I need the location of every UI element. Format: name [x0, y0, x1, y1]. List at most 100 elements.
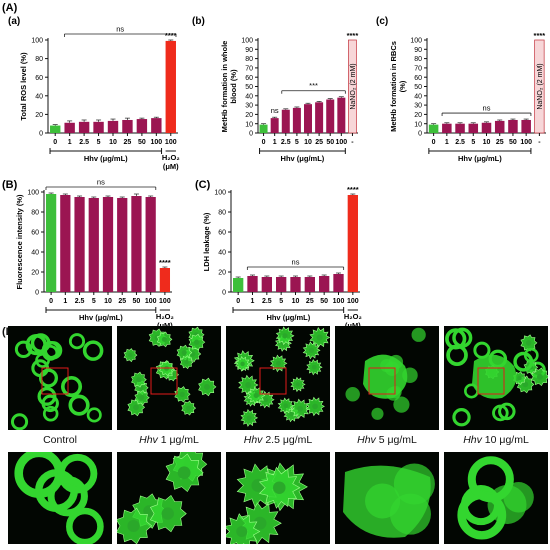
micrograph-caption: Hhv 1 μg/mL [117, 434, 221, 446]
rbc-center [522, 381, 529, 388]
bar-1 [247, 276, 258, 292]
x-tick-label: 25 [315, 139, 323, 146]
significance-stars: **** [165, 31, 177, 40]
micrograph-3 [226, 326, 330, 430]
y-tick-label: 100 [214, 190, 226, 197]
micrograph-4 [335, 326, 439, 430]
bar-100 [145, 197, 156, 292]
y-tick-label: 100 [27, 190, 39, 197]
y-tick-label: 80 [245, 56, 253, 63]
bar-50 [319, 276, 330, 292]
y-tick-label: 100 [410, 38, 422, 45]
y-axis-title-line: MetHb formation in whole [220, 41, 229, 133]
bar-25 [304, 277, 315, 292]
caption-species: Hhv [463, 434, 482, 446]
y-tick-label: 60 [35, 75, 43, 82]
rbc-center [311, 364, 317, 370]
rbc [393, 396, 410, 413]
y-axis-title: MetHb formation in RBCs(%) [389, 41, 407, 132]
rbc [452, 408, 471, 427]
y-tick-label: 0 [39, 131, 43, 138]
y-axis-title-line: MetHb formation in RBCs [389, 41, 398, 132]
rbc-center [316, 334, 323, 341]
micrograph-image [233, 326, 330, 427]
x-tick-label: 100 [150, 139, 162, 146]
bar-10 [290, 277, 301, 292]
y-tick-label: 70 [245, 66, 253, 73]
rbc-center [297, 405, 303, 412]
x-tick-label: 0 [53, 139, 57, 146]
bracket-label: *** [309, 81, 318, 90]
rbc [10, 413, 29, 430]
y-tick-label: 80 [414, 56, 422, 63]
y-tick-label: 100 [241, 38, 253, 45]
y-tick-label: 40 [31, 250, 39, 257]
bar-2.5 [455, 123, 465, 133]
x-tick-label: 100 [520, 139, 532, 146]
bar-100 [333, 274, 344, 292]
bar-100 [521, 119, 531, 133]
bar-50 [326, 99, 335, 133]
bar-2.5 [74, 197, 85, 292]
micrograph-caption: Hhv 2.5 μg/mL [226, 434, 330, 446]
micrograph-zoom-3 [226, 452, 330, 544]
x-tick-label: 50 [326, 139, 334, 146]
rbc-center [517, 375, 522, 381]
group-label: Hhv (μg/mL) [79, 313, 123, 322]
x-tick-label: 1 [63, 298, 67, 305]
rbc-center [282, 333, 288, 339]
rbc [42, 344, 59, 361]
y-tick-label: 10 [414, 121, 422, 128]
rbc-zoom [57, 453, 98, 494]
y-tick-label: 60 [218, 230, 226, 237]
figure-label-A: (A) [2, 2, 18, 14]
y-tick-label: 90 [245, 47, 253, 54]
rbc [68, 394, 90, 416]
positive-control-label: H₂O₂ (μM) [344, 312, 362, 326]
zoom-region-box [41, 367, 69, 395]
rbc-center [308, 347, 315, 353]
panel-label: (a) [8, 16, 20, 27]
rbc [345, 387, 360, 402]
x-tick-label: 5 [97, 139, 101, 146]
x-tick-label: 5 [279, 298, 283, 305]
bar-25 [494, 120, 505, 133]
rbc-zoom [467, 456, 514, 503]
caption-condition: Control [43, 434, 77, 446]
x-tick-label: 5 [471, 139, 475, 146]
bar-0 [50, 125, 61, 133]
significance-stars: **** [159, 258, 171, 267]
x-tick-label: 100 [347, 298, 359, 305]
y-tick-label: 100 [31, 38, 43, 45]
y-axis-title-line: Total ROS level (%) [19, 52, 28, 121]
x-tick-label: 50 [509, 139, 517, 146]
fused-mass [343, 465, 431, 538]
bar-5 [276, 277, 287, 292]
bar-1 [64, 122, 75, 133]
y-tick-label: 50 [245, 84, 253, 91]
rbc-center [275, 360, 282, 366]
y-tick-label: 30 [414, 103, 422, 110]
zoom-region-box [477, 367, 505, 395]
bar-2.5 [281, 109, 290, 133]
bracket-label: ns [483, 104, 491, 113]
bar-25 [117, 198, 128, 292]
bar-50 [131, 196, 142, 292]
micrograph-zoom-5 [444, 452, 548, 544]
significance-stars: **** [347, 185, 359, 194]
bar-10 [304, 104, 312, 133]
y-axis-title-line: blood (%) [229, 69, 238, 104]
y-tick-label: 80 [218, 210, 226, 217]
y-tick-label: 40 [414, 93, 422, 100]
rbc-zoom-center [127, 519, 140, 532]
rbc-center [184, 359, 189, 365]
y-tick-label: 0 [418, 131, 422, 138]
chart-C: 0 20 40 60 80 100 LDH leakage (%) 0 1 2.5 5 10 25 50 1… [202, 185, 362, 326]
micrograph-caption: Control [8, 434, 112, 446]
x-tick-label: 1 [251, 298, 255, 305]
bar-0 [233, 278, 244, 292]
caption-condition: 10 μg/mL [481, 434, 529, 446]
y-tick-label: 20 [35, 112, 43, 119]
group-label: Hhv (μg/mL) [281, 154, 325, 163]
